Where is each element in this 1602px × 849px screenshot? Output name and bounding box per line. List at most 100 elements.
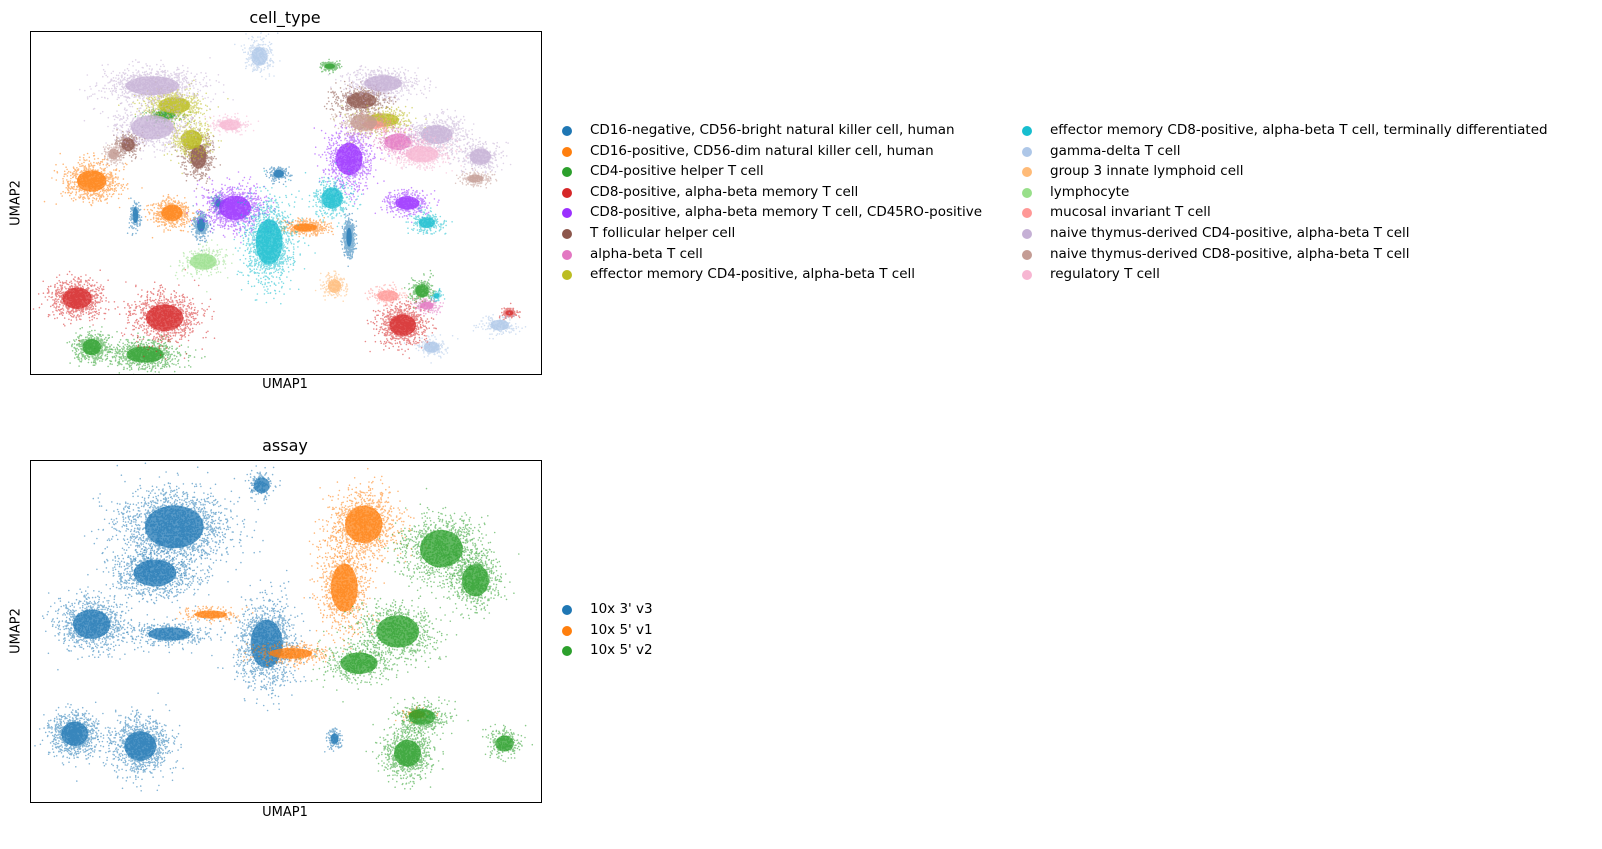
- legend-label: 10x 5' v1: [590, 621, 653, 638]
- plot-title: cell_type: [249, 8, 321, 27]
- legend-marker: [562, 146, 572, 157]
- cluster-points: [322, 580, 471, 676]
- cluster-points: [454, 167, 498, 189]
- legend-label: mucosal invariant T cell: [1050, 204, 1211, 221]
- legend-marker: [562, 167, 572, 178]
- cluster-points: [233, 170, 316, 305]
- cluster-points: [379, 130, 468, 174]
- y-axis-label: UMAP2: [8, 608, 24, 654]
- cluster-points: [43, 152, 143, 209]
- legend-marker: [562, 249, 572, 260]
- cluster-points: [403, 269, 441, 311]
- cluster-points: [83, 462, 264, 609]
- legend-label: 10x 5' v2: [590, 642, 653, 659]
- cluster-points: [304, 162, 363, 228]
- cluster-points: [78, 57, 234, 112]
- legend-marker: [562, 270, 572, 281]
- legend-label: CD16-positive, CD56-dim natural killer c…: [590, 142, 934, 159]
- cluster-points: [234, 32, 281, 80]
- series-3: [299, 487, 534, 790]
- cluster-points: [472, 312, 527, 340]
- cluster-points: [319, 58, 343, 75]
- cluster-points: [98, 142, 126, 168]
- cluster-points: [303, 522, 386, 656]
- cluster-points: [431, 523, 520, 620]
- legend-label: gamma-delta T cell: [1050, 142, 1181, 159]
- series-9: [233, 162, 453, 305]
- cluster-points: [41, 586, 156, 671]
- series-14: [78, 57, 512, 179]
- legend-label: 10x 3' v3: [590, 601, 653, 617]
- legend-marker: [1022, 229, 1032, 239]
- series-1: [34, 462, 344, 792]
- legend-label: CD8-positive, alpha-beta memory T cell, …: [590, 204, 983, 221]
- legend-label: naive thymus-derived CD4-positive, alpha…: [1050, 225, 1410, 241]
- legend-label: CD4-positive helper T cell: [590, 163, 764, 180]
- legend-marker: [1022, 167, 1032, 178]
- cluster-points: [327, 64, 437, 108]
- cluster-points: [110, 616, 226, 655]
- legend-label: CD8-positive, alpha-beta memory T cell: [590, 183, 859, 200]
- legend-marker: [562, 126, 572, 136]
- cluster-points: [238, 465, 282, 505]
- cluster-points: [448, 136, 512, 179]
- legend-marker: [562, 208, 572, 219]
- cluster-points: [236, 640, 345, 670]
- legend-label: effector memory CD4-positive, alpha-beta…: [590, 266, 916, 283]
- legend-marker: [1022, 126, 1032, 136]
- series-4: [32, 268, 522, 360]
- legend-marker: [1022, 270, 1032, 281]
- series-11: [314, 270, 349, 302]
- plot-title: assay: [262, 436, 308, 455]
- series-2: [43, 152, 334, 239]
- legend-marker: [1022, 249, 1032, 260]
- legend-marker: [1022, 146, 1032, 157]
- cluster-points: [34, 701, 120, 782]
- legend-label: naive thymus-derived CD8-positive, alpha…: [1050, 245, 1410, 262]
- series-5: [186, 115, 440, 244]
- y-axis-label: UMAP2: [8, 180, 24, 226]
- cluster-points: [405, 204, 453, 235]
- series-3: [66, 58, 441, 374]
- umap-scatter-assay: [34, 462, 534, 792]
- cluster-points: [277, 216, 334, 238]
- series-1: [126, 166, 359, 268]
- series-16: [204, 112, 468, 174]
- legend-marker: [562, 229, 572, 239]
- legend-marker: [562, 187, 572, 198]
- cluster-points: [32, 269, 127, 342]
- cluster-points: [364, 298, 438, 359]
- cluster-points: [66, 326, 121, 367]
- legend-label: T follicular helper cell: [590, 225, 736, 241]
- legend-label: group 3 innate lymphoid cell: [1050, 163, 1244, 180]
- cluster-points: [126, 197, 143, 236]
- legend-marker: [562, 646, 572, 657]
- cluster-points: [364, 281, 420, 312]
- legend-label: lymphocyte: [1050, 183, 1130, 200]
- cluster-points: [176, 605, 254, 625]
- cluster-points: [481, 723, 534, 763]
- series-15: [98, 100, 498, 189]
- x-axis-label: UMAP1: [262, 377, 308, 392]
- cluster-points: [83, 95, 220, 160]
- cluster-points: [263, 166, 293, 186]
- series-10: [234, 32, 527, 364]
- assay-panel: assay UMAP2 UMAP1 10x 3' v3 10x 5' v1 10x …: [0, 430, 1602, 849]
- legend-label: regulatory T cell: [1050, 266, 1160, 283]
- cluster-points: [85, 537, 229, 607]
- cluster-points: [403, 334, 459, 364]
- cluster-points: [204, 112, 260, 136]
- scatter-plot-area: [30, 460, 542, 803]
- cluster-points: [329, 100, 402, 147]
- cluster-points: [143, 193, 209, 239]
- cluster-points: [97, 692, 184, 792]
- x-axis-label: UMAP1: [262, 805, 308, 820]
- legend-marker: [1022, 187, 1032, 198]
- cluster-points: [387, 696, 469, 738]
- cluster-points: [314, 270, 349, 302]
- scatter-plot-area: [30, 31, 542, 375]
- series-12: [169, 239, 234, 293]
- cluster-points: [114, 268, 216, 360]
- cluster-points: [429, 287, 446, 303]
- cluster-points: [411, 295, 445, 316]
